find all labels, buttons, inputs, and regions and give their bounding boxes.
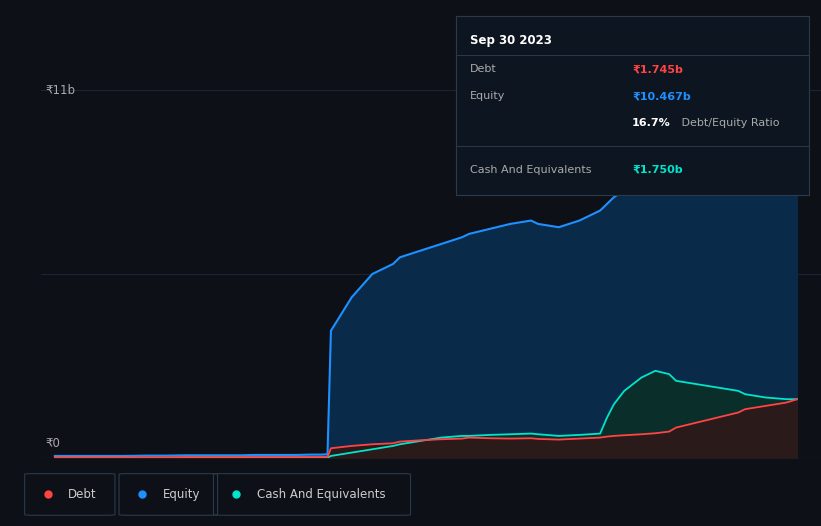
Text: Sep 30 2023: Sep 30 2023 [470, 34, 552, 47]
Text: Cash And Equivalents: Cash And Equivalents [257, 488, 386, 501]
Text: Cash And Equivalents: Cash And Equivalents [470, 165, 591, 175]
Text: Debt: Debt [470, 64, 497, 75]
Text: ₹11b: ₹11b [45, 84, 75, 97]
Text: Equity: Equity [470, 91, 505, 102]
Text: ₹10.467b: ₹10.467b [632, 91, 691, 102]
Text: ₹1.745b: ₹1.745b [632, 64, 683, 75]
Text: Debt/Equity Ratio: Debt/Equity Ratio [678, 118, 780, 128]
Text: Equity: Equity [163, 488, 200, 501]
Text: Debt: Debt [68, 488, 97, 501]
Text: ₹1.750b: ₹1.750b [632, 165, 683, 175]
Text: 16.7%: 16.7% [632, 118, 671, 128]
Text: ₹0: ₹0 [45, 437, 60, 450]
